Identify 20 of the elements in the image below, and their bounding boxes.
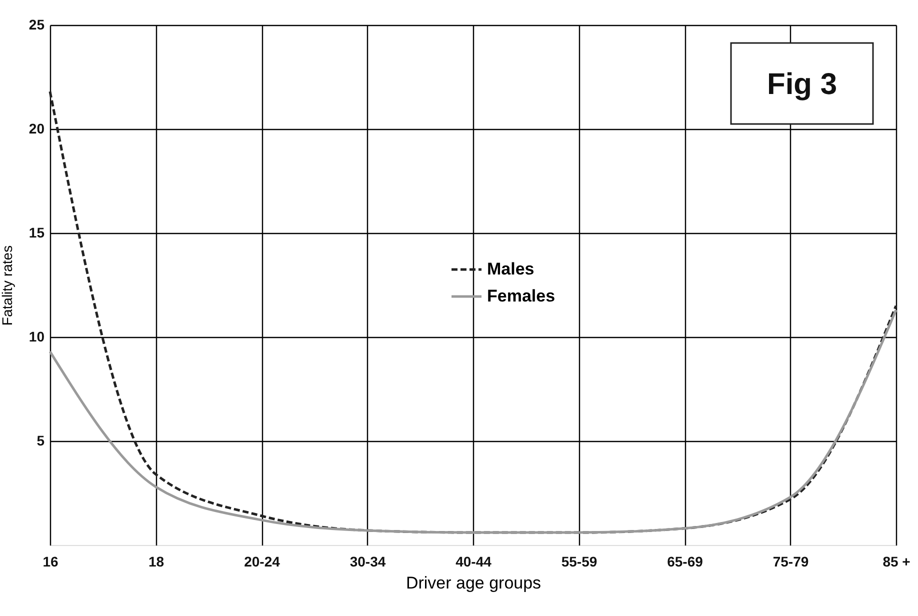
y-tick-label: 25 [28,16,45,32]
x-tick-label: 55-59 [561,554,598,570]
x-tick-label: 85 + [882,554,910,570]
x-tick-label: 18 [148,554,164,570]
x-tick-label: 20-24 [244,554,280,570]
legend-label: Females [487,286,556,306]
annotation: Fig 3 [766,68,838,101]
x-tick-label: 40-44 [456,554,492,570]
x-axis-title: Driver age groups [406,574,542,592]
x-tick-label: 30-34 [350,554,386,570]
y-tick-label: 10 [28,328,45,344]
legend-label: Males [487,260,534,278]
line-series [48,308,898,534]
y-tick-label: 5 [36,432,45,448]
x-tick-label: 16 [42,554,58,570]
y-tick-label: 20 [28,120,45,136]
y-tick-label: 15 [28,224,45,240]
x-tick-label: 65-69 [667,554,704,570]
x-tick-label: 75-79 [772,554,809,570]
y-axis-title: Fatality rates [0,245,15,326]
